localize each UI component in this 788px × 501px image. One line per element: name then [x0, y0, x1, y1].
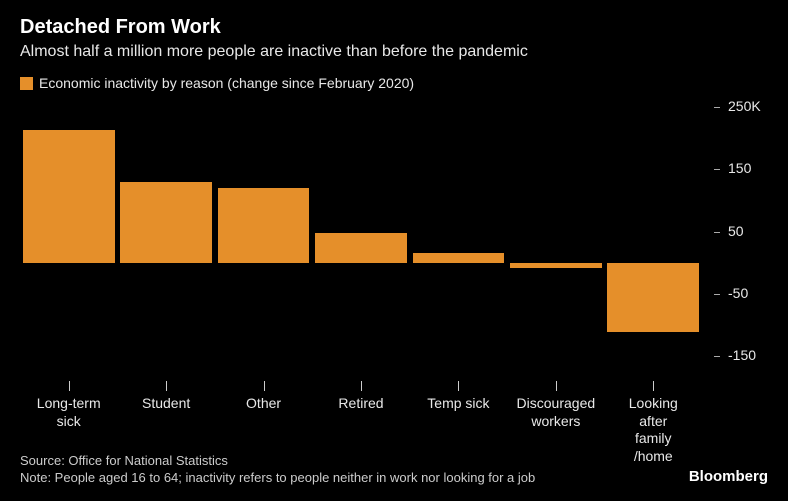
- source-text: Source: Office for National Statistics: [20, 452, 768, 470]
- y-axis-label: -50: [728, 285, 748, 301]
- y-tick: [714, 294, 720, 295]
- x-axis-label: Discouraged workers: [507, 395, 604, 430]
- bar: [120, 182, 212, 263]
- chart-title: Detached From Work: [20, 16, 768, 39]
- x-tick: [361, 381, 362, 391]
- y-tick: [714, 169, 720, 170]
- chart-footer: Source: Office for National Statistics N…: [20, 452, 768, 487]
- plot-area: 250K15050-50-150Long-term sickStudentOth…: [20, 101, 768, 381]
- x-axis-label: Student: [117, 395, 214, 413]
- chart-container: Detached From Work Almost half a million…: [0, 0, 788, 501]
- y-axis-label: 50: [728, 223, 744, 239]
- bar: [315, 233, 407, 263]
- y-tick: [714, 356, 720, 357]
- y-tick: [714, 232, 720, 233]
- y-axis-label: -150: [728, 347, 756, 363]
- y-tick: [714, 107, 720, 108]
- legend-swatch: [20, 77, 33, 90]
- brand-logo: Bloomberg: [689, 467, 768, 487]
- x-tick: [264, 381, 265, 391]
- x-tick: [166, 381, 167, 391]
- bar: [23, 130, 115, 263]
- bar: [413, 253, 505, 262]
- x-axis-label: Temp sick: [410, 395, 507, 413]
- x-tick: [556, 381, 557, 391]
- y-axis-label: 150: [728, 160, 751, 176]
- x-axis-label: Other: [215, 395, 312, 413]
- x-axis-label: Retired: [312, 395, 409, 413]
- legend-label: Economic inactivity by reason (change si…: [39, 75, 414, 91]
- note-text: Note: People aged 16 to 64; inactivity r…: [20, 469, 768, 487]
- bar: [218, 188, 310, 263]
- x-tick: [653, 381, 654, 391]
- chart-subtitle: Almost half a million more people are in…: [20, 43, 768, 61]
- x-axis-label: Long-term sick: [20, 395, 117, 430]
- bar: [607, 263, 699, 333]
- bar: [510, 263, 602, 268]
- y-axis-label: 250K: [728, 98, 761, 114]
- x-tick: [69, 381, 70, 391]
- legend: Economic inactivity by reason (change si…: [20, 75, 768, 91]
- x-tick: [458, 381, 459, 391]
